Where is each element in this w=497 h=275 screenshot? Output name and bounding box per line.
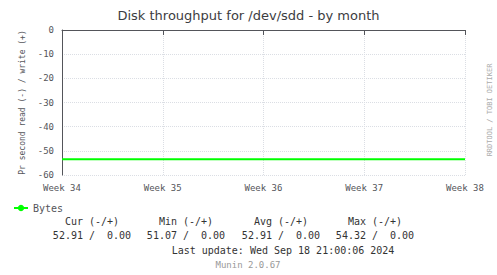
svg-text:-40: -40: [38, 122, 54, 132]
svg-text:Pr second read (-) / write (+): Pr second read (-) / write (+): [18, 30, 27, 175]
svg-text:Max (-/+): Max (-/+): [348, 216, 402, 227]
svg-text:Cur (-/+): Cur (-/+): [65, 216, 119, 227]
svg-text:52.91 / 0.00: 52.91 / 0.00: [242, 230, 320, 241]
svg-text:Min (-/+): Min (-/+): [159, 216, 213, 227]
svg-text:Disk throughput for /dev/sdd -: Disk throughput for /dev/sdd - by month: [117, 8, 379, 23]
svg-text:52.91 / 0.00: 52.91 / 0.00: [53, 230, 131, 241]
svg-text:-60: -60: [38, 170, 54, 180]
svg-text:54.32 / 0.00: 54.32 / 0.00: [336, 230, 414, 241]
svg-text:-30: -30: [38, 98, 54, 108]
svg-text:Week 38: Week 38: [446, 183, 484, 193]
svg-text:Week 37: Week 37: [345, 183, 383, 193]
svg-text:Week 36: Week 36: [245, 183, 283, 193]
svg-text:RRDTOOL / TOBI OETIKER: RRDTOOL / TOBI OETIKER: [486, 63, 494, 157]
svg-text:Last update: Wed Sep 18 21:00:: Last update: Wed Sep 18 21:00:06 2024: [172, 245, 395, 256]
svg-text:Bytes: Bytes: [33, 203, 63, 214]
svg-text:Avg (-/+): Avg (-/+): [254, 216, 308, 227]
svg-text:51.07 / 0.00: 51.07 / 0.00: [147, 230, 225, 241]
svg-text:-10: -10: [38, 49, 54, 59]
svg-text:Week 34: Week 34: [43, 183, 81, 193]
svg-text:-20: -20: [38, 73, 54, 83]
svg-text:Week 35: Week 35: [144, 183, 182, 193]
svg-text:-50: -50: [38, 146, 54, 156]
svg-text:Munin 2.0.67: Munin 2.0.67: [215, 260, 280, 270]
svg-text:0: 0: [49, 25, 54, 35]
